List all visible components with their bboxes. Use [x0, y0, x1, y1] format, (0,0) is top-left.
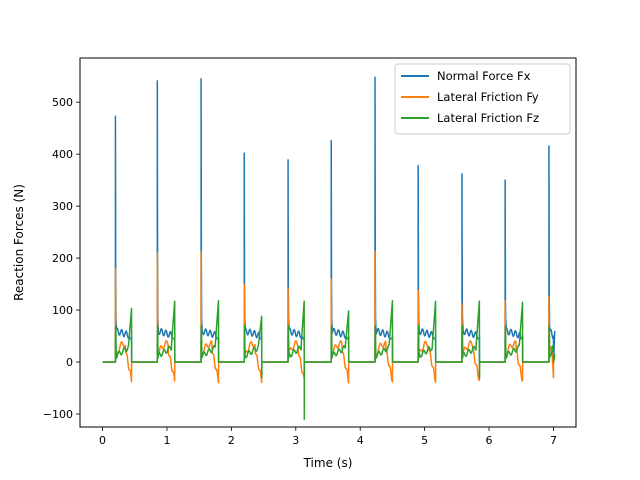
- y-tick-label: 200: [52, 252, 73, 265]
- x-tick-label: 5: [421, 434, 428, 447]
- x-tick-label: 4: [357, 434, 364, 447]
- plot-frame: [79, 57, 577, 428]
- x-axis-label: Time (s): [303, 456, 353, 470]
- x-tick-label: 3: [292, 434, 299, 447]
- legend-entries: Normal Force Fx Lateral Friction Fy Latera…: [401, 69, 539, 125]
- x-tick-label: 7: [550, 434, 557, 447]
- x-tick-label: 6: [486, 434, 493, 447]
- y-tick-label: 0: [66, 356, 73, 369]
- legend-label: Normal Force Fx: [437, 69, 531, 83]
- y-axis-label: Reaction Forces (N): [12, 184, 26, 301]
- series-line-3: [102, 299, 556, 420]
- legend-box: [394, 63, 571, 135]
- x-axis: 0 1 2 3 4 5 6 7: [99, 427, 557, 447]
- y-tick-label: 100: [52, 304, 73, 317]
- x-tick-label: 0: [99, 434, 106, 447]
- y-tick-label: 400: [52, 148, 73, 161]
- y-axis: −100 0 100 200 300 400 500: [43, 96, 80, 421]
- legend-label: Lateral Friction Fz: [437, 111, 539, 125]
- y-tick-label: 300: [52, 200, 73, 213]
- y-tick-label: −100: [43, 408, 73, 421]
- legend-label: Lateral Friction Fy: [437, 90, 539, 104]
- x-tick-label: 1: [163, 434, 170, 447]
- y-tick-label: 500: [52, 96, 73, 109]
- legend: Normal Force Fx Lateral Friction Fy Latera…: [394, 63, 571, 135]
- x-tick-label: 2: [228, 434, 235, 447]
- series-layer: [102, 76, 556, 420]
